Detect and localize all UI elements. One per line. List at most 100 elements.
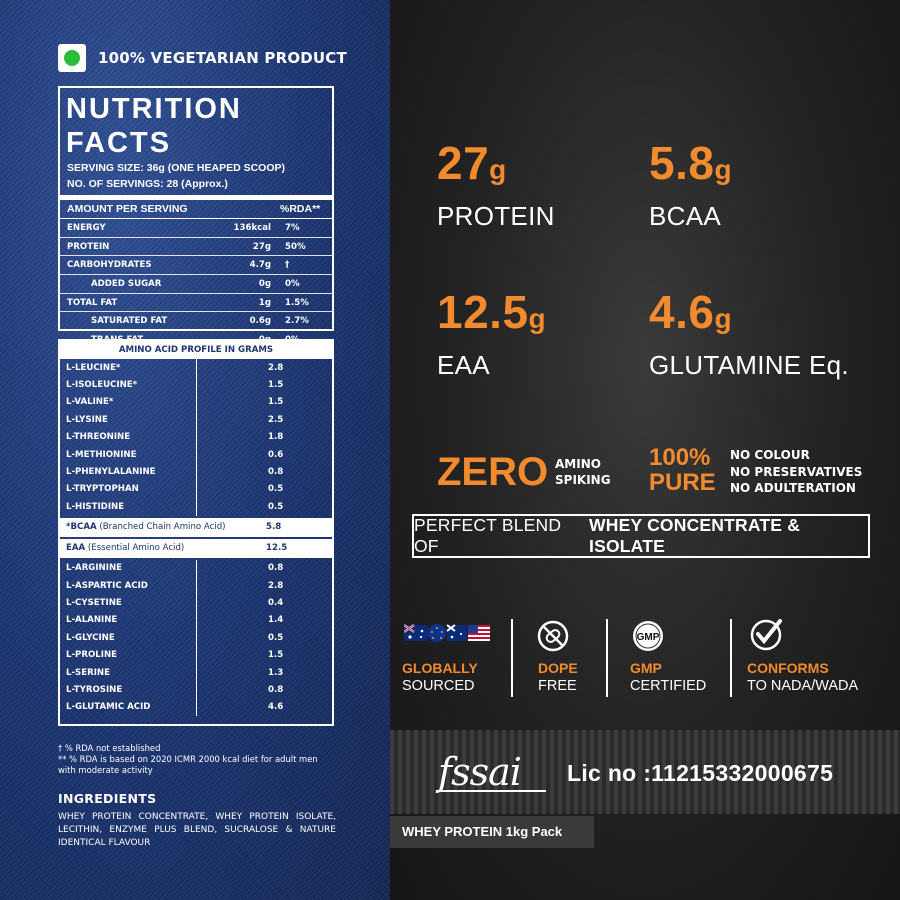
amino-value: 0.5 [268, 484, 284, 495]
rda-header: %RDA** [280, 203, 321, 215]
gmp-icon-text: GMP [637, 632, 660, 643]
amino-value: 2.5 [268, 414, 284, 425]
pure-line-1: 100% [649, 444, 711, 471]
veg-badge: 100% VEGETARIAN PRODUCT [58, 44, 347, 72]
badge-conforms: CONFORMS TO NADA/WADA [747, 615, 858, 695]
badge-orange: GLOBALLY [402, 660, 478, 676]
pure-line-2: PURE [649, 469, 716, 496]
table-row: L-METHIONINE 0.6 [60, 446, 332, 463]
list-item: NO PRESERVATIVES [730, 464, 863, 479]
ingredients-text: WHEY PROTEIN CONCENTRATE, WHEY PROTEIN I… [58, 812, 336, 848]
highlights-panel: 27g PROTEIN 5.8g BCAA 12.5g EAA 4.6g GLU… [390, 0, 900, 900]
blend-banner: PERFECT BLEND OF WHEY CONCENTRATE & ISOL… [412, 514, 870, 558]
table-row: L-TYROSINE 0.8 [60, 681, 332, 698]
bcaa-row: *BCAA (Branched Chain Amino Acid) 5.8 [60, 517, 332, 537]
amino-value: 0.5 [268, 501, 284, 512]
nutrient-value: 4.7g [249, 260, 271, 271]
amino-title: AMINO ACID PROFILE IN GRAMS [60, 341, 332, 359]
amino-name: L-CYSETINE [66, 597, 122, 608]
nutrient-value: 1g [258, 297, 271, 308]
amino-name: L-PROLINE [66, 650, 118, 661]
nutrient-value: 136kcal [233, 222, 272, 233]
table-row: L-ISOLEUCINE* 1.5 [60, 376, 332, 393]
badge-orange: CONFORMS [747, 660, 829, 676]
ingredients-title: INGREDIENTS [58, 791, 157, 806]
amino-value: 1.4 [268, 615, 284, 626]
amino-name: L-ISOLEUCINE* [66, 380, 138, 391]
veg-label: 100% VEGETARIAN PRODUCT [98, 49, 347, 67]
table-row: L-TRYPTOPHAN 0.5 [60, 481, 332, 498]
pure-claim: 100% PURE [649, 445, 716, 495]
fssai-band: fssai Lic no :11215332000675 [390, 730, 900, 814]
badge-gmp-certified: GMP GMP CERTIFIED [630, 615, 706, 695]
amino-value: 2.8 [268, 362, 284, 373]
veg-symbol-icon [58, 44, 86, 72]
divider [730, 619, 732, 697]
table-row: CARBOHYDRATES 4.7g † [60, 256, 332, 276]
table-row: L-GLUTAMIC ACID 4.6 [60, 699, 332, 716]
footnote: † % RDA not established ** % RDA is base… [58, 743, 338, 776]
stat-number: 5.8 [649, 137, 715, 189]
blend-prefix: PERFECT BLEND OF [414, 515, 562, 556]
bcaa-value: 5.8 [266, 522, 282, 533]
table-row: L-SERINE 1.3 [60, 664, 332, 681]
amino-value: 1.5 [268, 380, 284, 391]
amino-name: L-SERINE [66, 667, 110, 678]
blend-bold: WHEY CONCENTRATE & ISOLATE [589, 515, 801, 556]
badge-orange: GMP [630, 660, 662, 676]
stat-number: 4.6 [649, 286, 715, 338]
stat-number: 27 [437, 137, 490, 189]
table-row: ADDED SUGAR 0g 0% [60, 275, 332, 294]
footnote-line-1: † % RDA not established [58, 743, 161, 753]
table-row: L-THREONINE 1.8 [60, 429, 332, 446]
badge-white: FREE [538, 678, 577, 694]
amino-value: 0.5 [268, 632, 284, 643]
amino-name: L-LYSINE [66, 414, 108, 425]
table-row: L-CYSETINE 0.4 [60, 594, 332, 611]
zero-sub-1: AMINO [555, 457, 601, 471]
table-row: L-GLYCINE 0.5 [60, 629, 332, 646]
amino-acid-table: AMINO ACID PROFILE IN GRAMS L-LEUCINE* 2.… [58, 339, 334, 726]
serving-size: SERVING SIZE: 36g (ONE HEAPED SCOOP) [67, 162, 286, 174]
amino-name: L-LEUCINE* [66, 362, 121, 373]
nutrient-name: TOTAL FAT [67, 297, 118, 308]
nutrient-rda: † [285, 260, 290, 271]
amino-value: 0.6 [268, 449, 284, 460]
amino-value: 1.8 [268, 432, 284, 443]
amino-value: 1.5 [268, 650, 284, 661]
nutrient-value: 27g [252, 241, 271, 252]
amino-name: L-GLUTAMIC ACID [66, 702, 151, 713]
nutrition-rows: ENERGY 136kcal 7% PROTEIN 27g 50% CARBOHYDRA… [60, 219, 332, 350]
table-row: SATURATED FAT 0.6g 2.7% [60, 312, 332, 332]
stat-label: PROTEIN [437, 201, 555, 231]
nutrient-name: ENERGY [67, 222, 106, 233]
stat-bcaa: 5.8g BCAA [649, 138, 732, 231]
amino-value: 1.3 [268, 667, 284, 678]
nutrient-name: PROTEIN [67, 241, 110, 252]
zero-subtext: AMINO SPIKING [555, 456, 611, 488]
amino-name: L-METHIONINE [66, 449, 137, 460]
table-row: TOTAL FAT 1g 1.5% [60, 294, 332, 313]
nutrient-rda: 1.5% [285, 297, 309, 308]
servings-count: NO. OF SERVINGS: 28 (Approx.) [67, 178, 228, 190]
nutrient-value: 0g [258, 278, 271, 289]
stat-protein: 27g PROTEIN [437, 138, 555, 231]
badge-white: CERTIFIED [630, 678, 707, 694]
table-row: L-PHENYLALANINE 0.8 [60, 463, 332, 480]
amino-name: L-TRYPTOPHAN [66, 484, 139, 495]
stat-number: 12.5 [437, 286, 529, 338]
nutrient-rda: 0% [285, 278, 300, 289]
nutrition-facts-table: NUTRITION FACTS SERVING SIZE: 36g (ONE H… [58, 86, 334, 345]
amino-value: 2.8 [268, 580, 284, 591]
stat-label: EAA [437, 350, 490, 380]
badge-white: TO NADA/WADA [747, 678, 859, 694]
badge-globally-sourced: GLOBALLY SOURCED [402, 615, 490, 695]
amino-value: 4.6 [268, 702, 284, 713]
nutrition-panel: 100% VEGETARIAN PRODUCT NUTRITION FACTS … [0, 0, 390, 900]
pure-list: NO COLOUR NO PRESERVATIVES NO ADULTERATI… [730, 447, 862, 497]
table-row: L-LEUCINE* 2.8 [60, 359, 332, 376]
stat-eaa: 12.5g EAA [437, 287, 546, 380]
table-row: L-VALINE* 1.5 [60, 394, 332, 411]
amino-name: L-ARGININE [66, 563, 123, 574]
divider [606, 619, 608, 697]
